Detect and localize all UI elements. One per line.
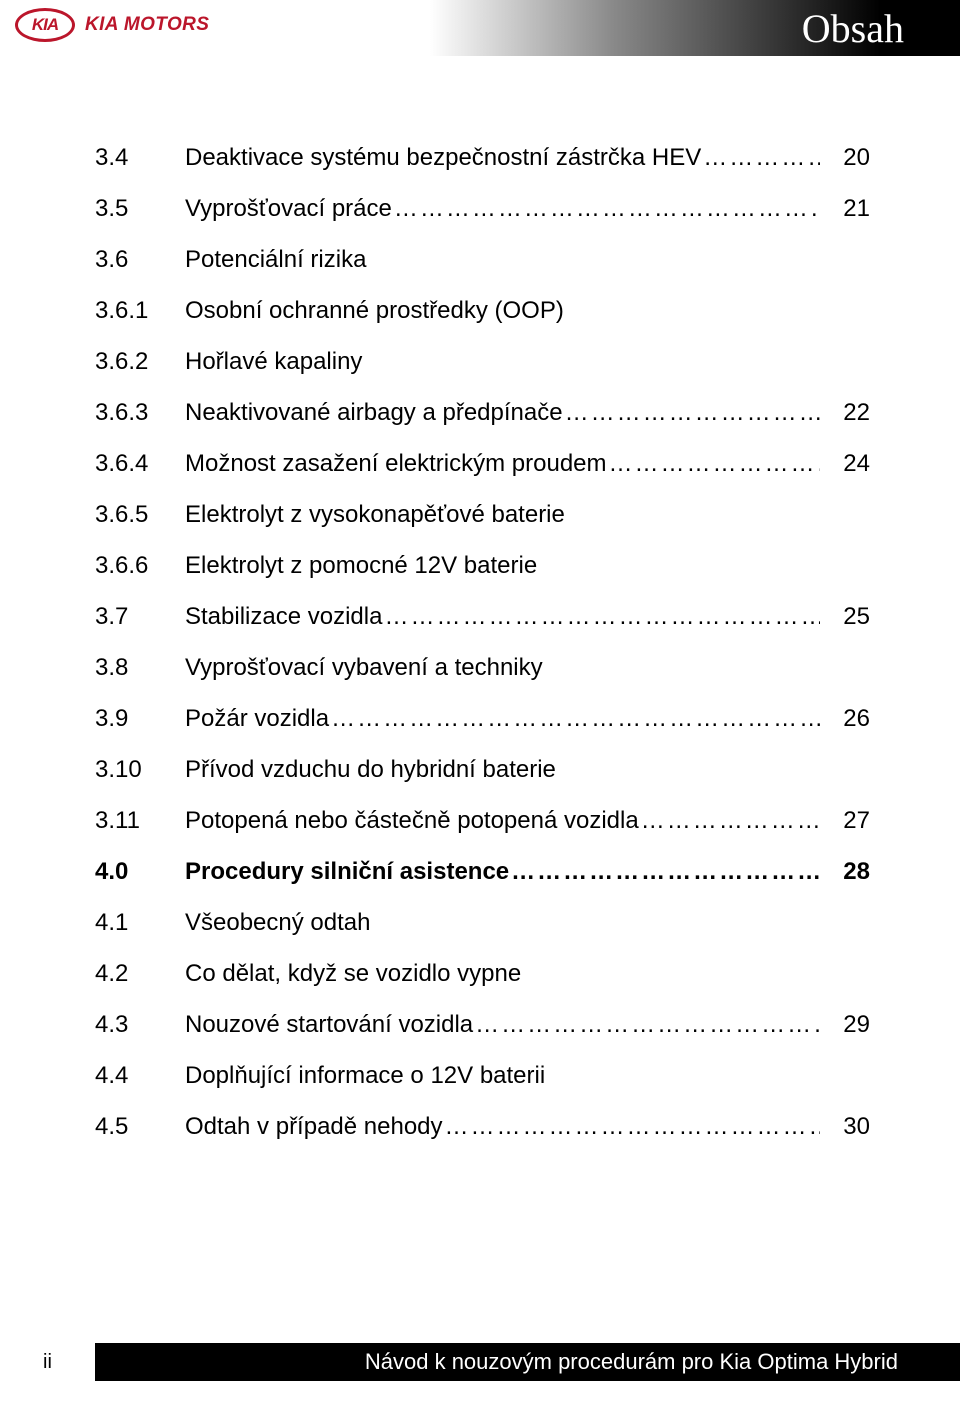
toc-number: 4.3 [95,1013,185,1037]
toc-page: 28 [820,860,870,884]
toc-row: 3.10Přívod vzduchu do hybridní baterie [95,758,870,782]
toc-page: 27 [820,809,870,833]
toc-number: 3.7 [95,605,185,629]
toc-number: 3.9 [95,707,185,731]
toc-row: 4.0Procedury silniční asistence28 [95,860,870,884]
toc-number: 3.6.6 [95,554,185,578]
toc-number: 3.6 [95,248,185,272]
toc-row: 3.6.5Elektrolyt z vysokonapěťové baterie [95,503,870,527]
toc-row: 3.9Požár vozidla26 [95,707,870,731]
toc-number: 4.2 [95,962,185,986]
toc-page: 29 [820,1013,870,1037]
toc-label: Hořlavé kapaliny [185,350,820,374]
toc-row: 3.4Deaktivace systému bezpečnostní zástr… [95,146,870,170]
toc-label: Nouzové startování vozidla [185,1013,820,1037]
toc-number: 3.11 [95,809,185,833]
toc-label: Vyprošťovací práce [185,197,820,221]
toc-label: Potopená nebo částečně potopená vozidla [185,809,820,833]
toc-label: Vyprošťovací vybavení a techniky [185,656,820,680]
toc-number: 3.6.4 [95,452,185,476]
toc-page: 30 [820,1115,870,1139]
toc-page: 22 [820,401,870,425]
toc-page: 24 [820,452,870,476]
toc-row: 3.6Potenciální rizika [95,248,870,272]
toc-number: 3.5 [95,197,185,221]
toc-row: 4.1Všeobecný odtah [95,911,870,935]
brand-logo: KIA KIA MOTORS [15,8,209,42]
toc-label: Doplňující informace o 12V baterii [185,1064,820,1088]
title-block: Obsah [430,0,960,56]
toc-row: 4.4Doplňující informace o 12V baterii [95,1064,870,1088]
toc-page: 21 [820,197,870,221]
toc-row: 4.5Odtah v případě nehody30 [95,1115,870,1139]
toc-number: 3.6.2 [95,350,185,374]
toc-label: Co dělat, když se vozidlo vypne [185,962,820,986]
toc-label: Elektrolyt z pomocné 12V baterie [185,554,820,578]
toc-number: 3.6.5 [95,503,185,527]
footer-text: Návod k nouzovým procedurám pro Kia Opti… [95,1343,960,1381]
toc-number: 3.10 [95,758,185,782]
toc-number: 4.0 [95,860,185,884]
footer-page-marker: ii [0,1351,95,1374]
toc-label: Stabilizace vozidla [185,605,820,629]
toc-label: Možnost zasažení elektrickým proudem [185,452,820,476]
header: KIA KIA MOTORS Obsah [0,0,960,56]
toc-page: 26 [820,707,870,731]
toc-row: 3.6.6Elektrolyt z pomocné 12V baterie [95,554,870,578]
toc-label: Osobní ochranné prostředky (OOP) [185,299,820,323]
toc-label: Neaktivované airbagy a předpínače [185,401,820,425]
brand-text: KIA MOTORS [85,14,209,36]
toc-row: 3.6.2Hořlavé kapaliny [95,350,870,374]
toc-label: Elektrolyt z vysokonapěťové baterie [185,503,820,527]
toc-row: 3.7Stabilizace vozidla25 [95,605,870,629]
toc-row: 3.11Potopená nebo částečně potopená vozi… [95,809,870,833]
toc-row: 3.8Vyprošťovací vybavení a techniky [95,656,870,680]
toc-label: Odtah v případě nehody [185,1115,820,1139]
toc-row: 3.5Vyprošťovací práce21 [95,197,870,221]
toc-row: 3.6.4Možnost zasažení elektrickým proude… [95,452,870,476]
toc-number: 4.1 [95,911,185,935]
toc: 3.4Deaktivace systému bezpečnostní zástr… [0,56,960,1139]
kia-oval-icon: KIA [15,8,75,42]
toc-page: 20 [820,146,870,170]
toc-row: 3.6.1Osobní ochranné prostředky (OOP) [95,299,870,323]
toc-row: 4.3Nouzové startování vozidla29 [95,1013,870,1037]
toc-label: Potenciální rizika [185,248,820,272]
toc-page: 25 [820,605,870,629]
toc-row: 3.6.3Neaktivované airbagy a předpínače22 [95,401,870,425]
toc-number: 3.6.3 [95,401,185,425]
toc-label: Deaktivace systému bezpečnostní zástrčka… [185,146,820,170]
toc-number: 4.4 [95,1064,185,1088]
footer: ii Návod k nouzovým procedurám pro Kia O… [0,1343,960,1381]
toc-number: 4.5 [95,1115,185,1139]
page-title: Obsah [802,5,904,52]
toc-number: 3.6.1 [95,299,185,323]
toc-label: Přívod vzduchu do hybridní baterie [185,758,820,782]
toc-label: Všeobecný odtah [185,911,820,935]
toc-number: 3.4 [95,146,185,170]
toc-row: 4.2Co dělat, když se vozidlo vypne [95,962,870,986]
toc-number: 3.8 [95,656,185,680]
toc-label: Požár vozidla [185,707,820,731]
toc-label: Procedury silniční asistence [185,860,820,884]
